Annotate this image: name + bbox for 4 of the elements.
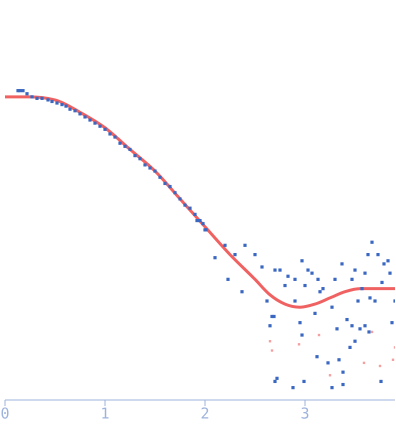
x-tick-label: 3 bbox=[300, 404, 310, 423]
x-tick-label: 1 bbox=[100, 404, 110, 423]
x-tick-label: 0 bbox=[0, 404, 10, 423]
x-tick-label: 2 bbox=[200, 404, 210, 423]
